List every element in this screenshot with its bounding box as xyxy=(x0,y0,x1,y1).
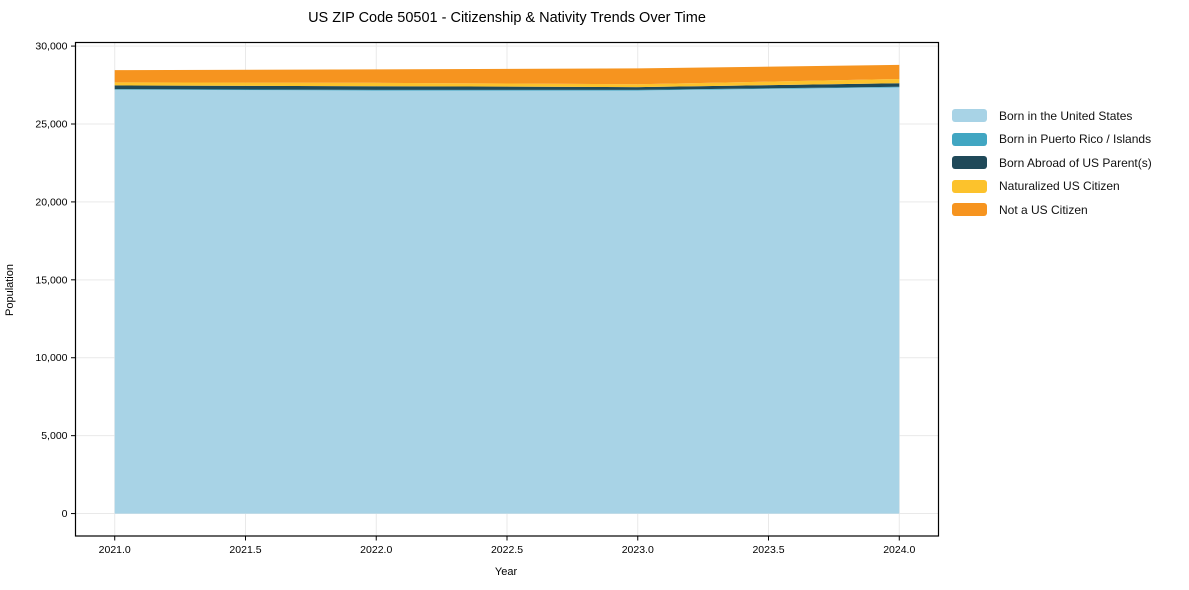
legend-swatch xyxy=(952,203,987,216)
x-tick-label: 2023.5 xyxy=(752,544,784,556)
x-tick-label: 2021.5 xyxy=(229,544,261,556)
legend-item-born-in-puerto-rico-islands: Born in Puerto Rico / Islands xyxy=(952,132,1152,146)
legend-item-born-in-the-united-states: Born in the United States xyxy=(952,108,1152,123)
legend-label: Born in Puerto Rico / Islands xyxy=(999,132,1152,146)
y-tick-label: 0 xyxy=(62,508,68,520)
legend-swatch xyxy=(952,156,987,169)
legend-label: Born Abroad of US Parent(s) xyxy=(999,155,1152,170)
x-tick-label: 2021.0 xyxy=(99,544,131,556)
chart-title: US ZIP Code 50501 - Citizenship & Nativi… xyxy=(308,10,706,26)
legend-label: Born in the United States xyxy=(999,108,1133,123)
y-axis-label: Population xyxy=(4,264,16,316)
tick-labels: 0 5,000 10,000 15,000 20,000 25,000 30,000 2021… xyxy=(35,41,915,556)
legend-label: Naturalized US Citizen xyxy=(999,179,1120,193)
area-born-in-the-united-states xyxy=(114,87,900,514)
y-tick-label: 5,000 xyxy=(41,430,67,442)
legend-swatch xyxy=(952,132,987,146)
area-not-a-us-citizen xyxy=(114,64,900,85)
legend-item-born-abroad-of-us-parent-s: Born Abroad of US Parent(s) xyxy=(952,155,1152,170)
y-tick-label: 30,000 xyxy=(35,41,67,53)
y-tick-label: 15,000 xyxy=(35,274,67,286)
x-axis-label: Year xyxy=(495,566,518,578)
area-born-abroad-of-us-parent-s xyxy=(114,83,900,90)
y-tick-label: 10,000 xyxy=(35,352,67,364)
legend-swatch xyxy=(952,109,987,122)
axis-ticks xyxy=(71,45,900,541)
y-tick-label: 25,000 xyxy=(35,118,67,130)
legend-item-not-a-us-citizen: Not a US Citizen xyxy=(952,202,1152,217)
x-tick-label: 2022.0 xyxy=(360,544,392,556)
legend-label: Not a US Citizen xyxy=(999,202,1088,217)
area-naturalized-us-citizen xyxy=(114,79,900,88)
legend: Born in the United States Born in Puerto … xyxy=(952,108,1152,217)
x-tick-label: 2024.0 xyxy=(883,544,915,556)
y-tick-label: 20,000 xyxy=(35,196,67,208)
legend-item-naturalized-us-citizen: Naturalized US Citizen xyxy=(952,179,1152,193)
x-tick-label: 2022.5 xyxy=(491,544,523,556)
x-tick-label: 2023.0 xyxy=(622,544,654,556)
chart-layers: 0 5,000 10,000 15,000 20,000 25,000 30,000 2021… xyxy=(35,41,940,556)
area-born-in-puerto-rico-islands xyxy=(114,86,900,91)
legend-swatch xyxy=(952,179,987,193)
